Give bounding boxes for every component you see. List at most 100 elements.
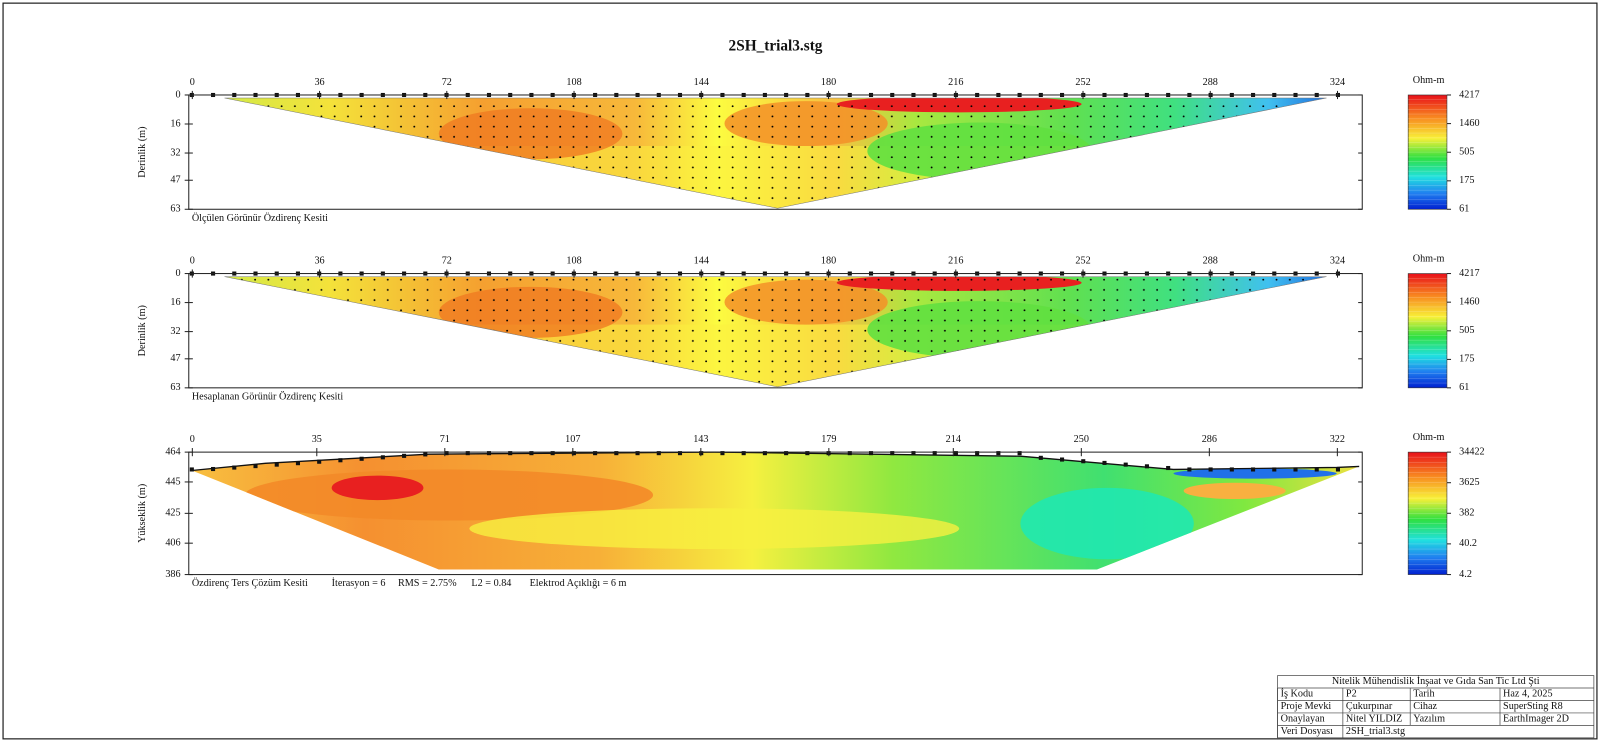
note: RMS = 2.75% (398, 578, 457, 589)
electrode (1081, 459, 1086, 464)
x-tick-label: 288 (1203, 77, 1218, 88)
electrode (1314, 467, 1319, 472)
electrode (847, 451, 852, 456)
electrode (232, 465, 237, 470)
x-tick-label: 144 (694, 77, 709, 88)
table-cell: Onaylayan (1281, 714, 1325, 725)
electrode (550, 451, 555, 456)
x-tick-label: 250 (1074, 434, 1089, 445)
electrode (529, 451, 534, 456)
caption: Ölçülen Görünür Özdirenç Kesiti (192, 212, 328, 224)
table-cell: P2 (1346, 689, 1357, 700)
electrode (402, 453, 407, 458)
y-tick-label: 16 (170, 118, 180, 129)
electrode (189, 467, 194, 472)
colorbar-tick-label: 34422 (1459, 446, 1484, 457)
electrode (720, 451, 725, 456)
electrode (211, 466, 216, 472)
x-tick-label: 0 (190, 434, 195, 445)
x-tick-label: 216 (948, 77, 963, 88)
electrode (805, 451, 810, 456)
electrode (1017, 451, 1022, 456)
colorbar-tick-label: 4217 (1459, 89, 1479, 100)
electrode (1335, 467, 1340, 472)
cyan-zone (1020, 487, 1194, 560)
y-tick-label: 445 (165, 476, 180, 487)
electrode (1038, 455, 1043, 460)
y-tick-label: 0 (176, 268, 181, 279)
electrode (784, 451, 789, 456)
electrode (677, 451, 683, 456)
electrode (996, 451, 1001, 456)
electrode (1208, 467, 1213, 472)
electrode (1123, 462, 1128, 467)
electrode (253, 464, 258, 469)
plot-title: 2SH_trial3.stg (729, 38, 823, 55)
x-tick-label: 324 (1330, 77, 1345, 88)
dot-field (224, 98, 1327, 209)
table-cell: EarthImager 2D (1503, 714, 1569, 725)
x-tick-label: 288 (1203, 256, 1218, 267)
x-tick-label: 179 (821, 434, 836, 445)
note: Elektrod Açıklığı = 6 m (530, 578, 627, 589)
electrode (571, 451, 576, 456)
electrode (890, 451, 895, 456)
electrode (444, 451, 449, 456)
colorbar-tick-label: 4.2 (1459, 569, 1472, 580)
topography (191, 451, 1360, 472)
x-tick-label: 72 (442, 256, 452, 267)
table-cell: Veri Dosyası (1281, 726, 1334, 737)
note: L2 = 0.84 (471, 578, 511, 589)
x-tick-label: 0 (190, 256, 195, 267)
caption: Hesaplanan Görünür Özdirenç Kesiti (192, 390, 344, 402)
x-tick-label: 286 (1202, 434, 1217, 445)
x-tick-label: 214 (946, 434, 961, 445)
x-tick-label: 216 (948, 256, 963, 267)
table-cell: Haz 4, 2025 (1503, 689, 1553, 700)
y-tick-label: 47 (170, 353, 180, 364)
x-tick-label: 0 (190, 77, 195, 88)
electrode (486, 451, 492, 456)
x-tick-label: 180 (821, 256, 836, 267)
colorbar-tick-label: 40.2 (1459, 538, 1477, 549)
table-cell: 2SH_trial3.stg (1346, 726, 1405, 737)
section-outline (224, 276, 1327, 388)
electrode (656, 451, 661, 456)
electrode (868, 451, 874, 456)
electrode (1060, 457, 1065, 462)
electrode (614, 451, 619, 456)
electrode (338, 458, 343, 463)
y-tick-label: 63 (170, 382, 180, 393)
electrode (508, 451, 513, 456)
electrode (635, 451, 640, 456)
electrode (380, 455, 385, 460)
colorbar-tick-label: 4217 (1459, 268, 1479, 279)
electrode (359, 456, 364, 461)
colorbar-tick-label: 175 (1459, 175, 1474, 186)
x-tick-label: 252 (1075, 256, 1090, 267)
colorbar-tick-label: 382 (1459, 508, 1474, 519)
y-tick-label: 47 (170, 175, 180, 186)
colorbar-tick-label: 61 (1459, 204, 1469, 215)
colorbar-unit: Ohm-m (1413, 75, 1445, 86)
colorbar-tick-label: 175 (1459, 354, 1474, 365)
electrode (1187, 467, 1192, 472)
x-tick-label: 108 (566, 256, 581, 267)
colorbar-tick-label: 505 (1459, 147, 1474, 158)
x-tick-label: 72 (442, 77, 452, 88)
orange-zone (1183, 482, 1286, 500)
y-tick-label: 425 (165, 508, 180, 519)
x-tick-label: 144 (694, 256, 709, 267)
colorbar-tick-label: 505 (1459, 325, 1474, 336)
colorbar (1407, 273, 1448, 389)
electrode (274, 462, 279, 467)
table-cell: Cihaz (1413, 701, 1437, 712)
table-cell: Nitel YILDIZ (1346, 714, 1402, 725)
x-tick-label: 36 (314, 77, 324, 88)
electrode (1229, 467, 1234, 472)
colorbar-unit: Ohm-m (1413, 254, 1445, 265)
yellow-zone (469, 508, 960, 550)
x-tick-label: 71 (440, 434, 450, 445)
